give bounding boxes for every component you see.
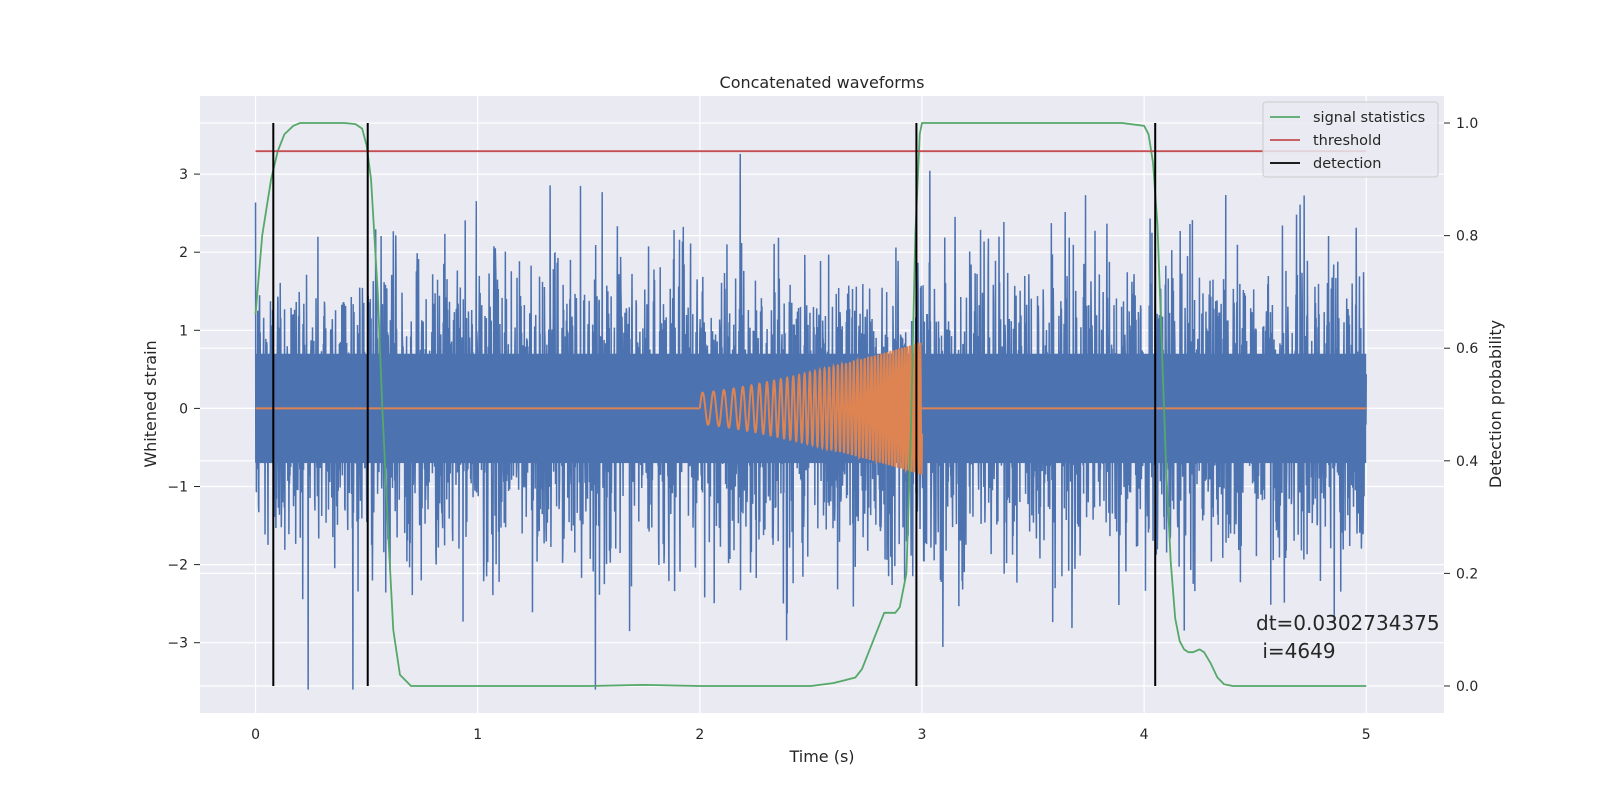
y-tick-label: 3 — [179, 167, 188, 183]
signal-statistics-series — [254, 122, 1367, 687]
y-axis-label: Whitened strain — [141, 340, 160, 467]
y-tick-label: 0 — [179, 401, 188, 417]
legend-label-signal-statistics: signal statistics — [1313, 110, 1425, 126]
chirp-series — [255, 341, 1367, 475]
detection-lines — [272, 123, 1157, 686]
legend: signal statistics threshold detection — [1262, 101, 1439, 178]
x-tick-label: 0 — [251, 727, 260, 743]
x-tick-label: 2 — [695, 727, 704, 743]
y2-tick-label: 0.8 — [1456, 229, 1478, 245]
signal-statistics-line — [254, 122, 1367, 687]
y-tick-label: −3 — [167, 636, 188, 652]
y2-tick-label: 1.0 — [1456, 116, 1478, 132]
annotation-i: i=4649 — [1256, 639, 1336, 663]
x-axis-label: Time (s) — [788, 747, 854, 766]
ticks: 0 1 2 3 4 5 −3 −2 −1 0 1 2 3 0.0 0.2 0.4 0.6 0.8 1.0 — [167, 116, 1478, 743]
legend-box — [1262, 101, 1439, 178]
chart-title: Concatenated waveforms — [720, 73, 925, 92]
annotation-dt: dt=0.0302734375 — [1256, 611, 1440, 635]
x-tick-label: 1 — [473, 727, 482, 743]
legend-label-threshold: threshold — [1313, 133, 1381, 149]
legend-label-detection: detection — [1313, 156, 1381, 172]
x-tick-label: 3 — [918, 727, 927, 743]
y2-axis-label: Detection probability — [1486, 320, 1505, 488]
y-tick-label: −1 — [167, 480, 188, 496]
y-tick-label: 2 — [179, 245, 188, 261]
y-tick-label: 1 — [179, 323, 188, 339]
y2-tick-label: 0.2 — [1456, 566, 1478, 582]
y2-tick-label: 0.0 — [1456, 679, 1478, 695]
x-tick-label: 4 — [1140, 727, 1149, 743]
y2-tick-label: 0.4 — [1456, 454, 1478, 470]
chirp-line — [698, 341, 923, 475]
x-tick-label: 5 — [1362, 727, 1371, 743]
y-tick-label: −2 — [167, 558, 188, 574]
y2-tick-label: 0.6 — [1456, 341, 1478, 357]
